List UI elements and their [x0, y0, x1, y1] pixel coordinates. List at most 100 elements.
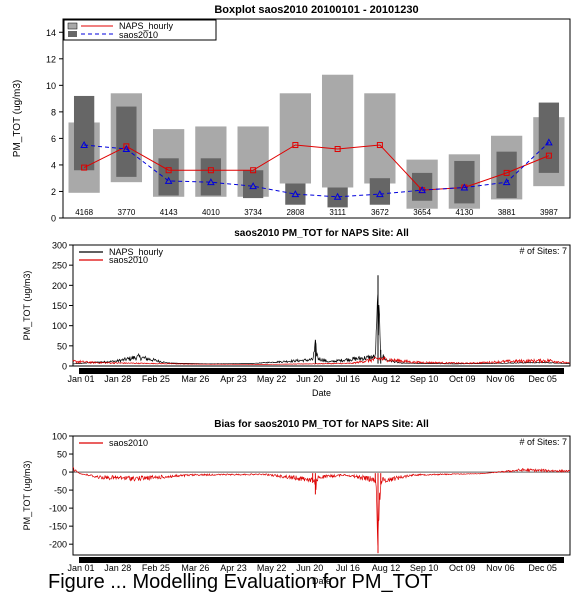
saos-box	[538, 102, 560, 173]
legend-label: NAPS_hourly	[119, 21, 174, 31]
naps-median-point	[292, 142, 299, 149]
legend-swatch-box	[68, 31, 77, 37]
y-tick-label: 100	[52, 321, 67, 331]
count-label: 3881	[498, 208, 516, 217]
legend-label: saos2010	[119, 30, 158, 40]
legend-swatch-box	[67, 22, 78, 30]
saos-median-point	[502, 178, 511, 186]
saos-box	[73, 95, 95, 171]
y-tick-label: 10	[46, 81, 56, 91]
x-tick-label: Jul 16	[336, 374, 360, 384]
y-axis-label: PM_TOT (ug/m3)	[22, 461, 32, 531]
naps-median-line	[83, 144, 550, 191]
saos-median-point	[207, 178, 215, 186]
figure-caption: Figure ... Modelling Evaluation for PM_T…	[48, 571, 433, 593]
boxplot-panel: Boxplot saos2010 20100101 - 20101230 PM_T…	[12, 4, 571, 224]
x-tick-label: Nov 06	[486, 563, 515, 573]
saos-median-point	[545, 138, 553, 146]
naps-median-point	[334, 146, 341, 153]
x-tick-label: Dec 05	[528, 374, 557, 384]
naps-median-point	[376, 142, 383, 149]
naps-box	[321, 74, 354, 188]
count-label: 2808	[286, 208, 304, 217]
x-tick-label: Sep 10	[410, 563, 439, 573]
x-tick-label: Jun 20	[296, 374, 323, 384]
naps-median-point	[207, 167, 214, 174]
y-tick-label: -150	[49, 522, 67, 532]
saos-median-point	[418, 186, 426, 194]
x-tick-label: Sep 10	[410, 374, 439, 384]
chart-title: Bias for saos2010 PM_TOT for NAPS Site: …	[214, 419, 429, 430]
naps-median-point	[503, 169, 510, 176]
y-tick-label: 150	[52, 301, 67, 311]
count-label: 4143	[160, 208, 178, 217]
y-tick-label: 2	[51, 187, 56, 197]
count-label: 3654	[413, 208, 431, 217]
x-tick-label: Feb 25	[142, 563, 170, 573]
plot-frame	[72, 435, 571, 556]
y-tick-label: -50	[54, 486, 67, 496]
x-tick-label: Jun 20	[296, 563, 323, 573]
timeseries-panel: saos2010 PM_TOT for NAPS Site: All # of S…	[22, 228, 571, 398]
count-label: 4010	[202, 208, 220, 217]
y-axis-label: PM_TOT (ug/m3)	[22, 271, 32, 341]
saos-median-point	[122, 144, 131, 153]
site-count-note: # of Sites: 7	[519, 246, 567, 256]
chart-title: Boxplot saos2010 20100101 - 20101230	[214, 4, 418, 16]
y-tick-label: 0	[62, 468, 67, 478]
x-tick-label: Mar 26	[181, 563, 209, 573]
saos-box	[496, 151, 517, 199]
naps-median-point	[545, 152, 552, 159]
plot-frame	[62, 18, 571, 219]
count-label: 3734	[244, 208, 262, 217]
y-tick-label: 4	[51, 160, 56, 170]
y-tick-label: 6	[51, 134, 56, 144]
y-tick-label: 0	[51, 214, 56, 224]
saos-median-line	[84, 142, 550, 198]
saos-median-point	[376, 190, 384, 198]
y-tick-label: 50	[57, 341, 67, 351]
saos-median-point	[460, 183, 469, 191]
y-axis-label: PM_TOT (ug/m3)	[12, 80, 23, 157]
series-line-saos2010	[72, 466, 571, 546]
bias-panel: Bias for saos2010 PM_TOT for NAPS Site: …	[22, 419, 571, 586]
x-tick-label: May 22	[257, 374, 287, 384]
x-tick-label: Jan 28	[104, 374, 131, 384]
naps-median-point	[165, 167, 172, 174]
y-tick-label: 0	[62, 362, 67, 372]
x-tick-label: Oct 09	[449, 374, 476, 384]
chart-title: saos2010 PM_TOT for NAPS Site: All	[234, 228, 409, 239]
x-tick-label: Jan 01	[67, 563, 94, 573]
count-label: 3111	[329, 208, 346, 217]
y-tick-label: 8	[51, 107, 56, 117]
x-tick-label: Dec 05	[528, 563, 557, 573]
naps-median-point	[81, 164, 88, 171]
x-tick-label: Feb 25	[142, 374, 170, 384]
saos-box	[454, 160, 475, 204]
x-tick-label: Nov 06	[486, 374, 515, 384]
y-tick-label: 200	[52, 281, 67, 291]
y-tick-label: 12	[46, 54, 56, 64]
legend-label: NAPS_hourly	[109, 247, 164, 257]
legend-label: saos2010	[109, 438, 148, 448]
naps-median-point	[250, 167, 257, 174]
naps-box	[364, 93, 396, 184]
x-tick-label: Apr 23	[220, 374, 247, 384]
x-tick-label: Mar 26	[181, 374, 209, 384]
y-tick-label: 100	[52, 432, 67, 442]
saos-median-point	[164, 176, 173, 184]
site-count-note: # of Sites: 7	[519, 437, 567, 447]
x-tick-label: Jan 01	[67, 374, 94, 384]
saos-box	[327, 187, 348, 208]
saos-median-point	[80, 140, 88, 149]
date-rug	[79, 557, 564, 563]
count-label: 3770	[117, 208, 135, 217]
y-tick-label: -200	[49, 540, 67, 550]
x-axis-label: Date	[312, 388, 331, 398]
date-rug	[79, 368, 564, 374]
x-tick-label: Aug 12	[372, 563, 401, 573]
saos-box	[200, 158, 222, 196]
series-line-saos2010	[72, 356, 571, 365]
y-tick-label: 250	[52, 261, 67, 271]
y-tick-label: -100	[49, 504, 67, 514]
